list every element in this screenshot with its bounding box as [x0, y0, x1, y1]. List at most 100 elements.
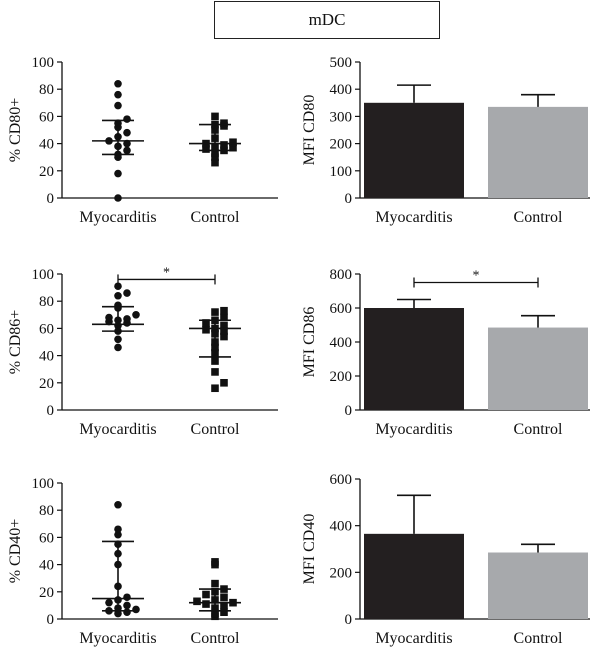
y-tick-label: 60	[39, 321, 54, 337]
chart-cd86-pct: 0 20 40 60 80 100 % CD86+ Myocarditis Control *	[7, 265, 278, 438]
data-point	[220, 593, 228, 602]
y-tick-label: 20	[39, 376, 54, 392]
data-point	[220, 379, 228, 387]
y-tick-label: 400	[330, 335, 353, 351]
y-axis-label: % CD86+	[7, 310, 24, 375]
data-point	[114, 500, 122, 509]
data-point	[211, 149, 219, 157]
data-point	[114, 169, 122, 178]
y-tick-label: 20	[39, 164, 54, 180]
data-point	[211, 357, 219, 365]
y-tick-label: 80	[39, 503, 54, 519]
y-tick-label: 0	[47, 612, 55, 628]
y-tick-label: 0	[345, 612, 353, 628]
y-tick-label: 400	[330, 519, 353, 535]
y-tick-label: 500	[330, 55, 353, 71]
data-point	[123, 593, 131, 602]
data-point	[123, 115, 131, 123]
bar	[488, 552, 588, 619]
y-tick-label: 100	[32, 267, 55, 283]
data-point	[220, 119, 228, 127]
data-point	[114, 525, 122, 534]
y-axis-label: MFI CD40	[301, 514, 318, 585]
y-tick-label: 0	[345, 403, 353, 419]
x-tick-label: Myocarditis	[375, 630, 452, 647]
y-tick-label: 800	[330, 267, 353, 283]
data-point	[202, 600, 210, 608]
data-point	[105, 313, 113, 322]
x-tick-label: Myocarditis	[375, 209, 452, 226]
data-point	[132, 605, 140, 614]
y-tick-label: 0	[47, 191, 55, 207]
y-tick-label: 60	[39, 530, 54, 546]
y-tick-label: 40	[39, 137, 54, 153]
x-tick-label: Control	[514, 630, 563, 647]
title-box: mDC	[214, 1, 440, 39]
data-point	[202, 145, 210, 153]
data-point	[114, 335, 122, 344]
data-point	[114, 194, 122, 202]
chart-cd80-pct: 0 20 40 60 80 100 % CD80+ Myocarditis Control	[7, 55, 278, 226]
chart-cd86-mfi: 0 200 400 600 800 MFI CD86 Myocarditis Control *	[301, 267, 590, 438]
y-tick-label: 80	[39, 82, 54, 98]
data-point	[114, 609, 122, 618]
y-tick-label: 0	[47, 403, 55, 419]
data-point	[220, 306, 228, 315]
y-tick-label: 200	[330, 565, 353, 581]
data-point	[123, 289, 131, 297]
y-tick-label: 400	[330, 82, 353, 98]
y-tick-label: 100	[330, 164, 353, 180]
x-tick-label: Control	[191, 630, 240, 647]
chart-cd40-mfi: 0 200 400 600 MFI CD40 Myocarditis Control	[301, 472, 590, 647]
data-point	[123, 128, 131, 137]
x-tick-label: Control	[514, 421, 563, 438]
data-point	[220, 327, 228, 335]
x-tick-label: Myocarditis	[79, 421, 156, 438]
data-point	[220, 141, 228, 149]
data-point	[114, 530, 122, 539]
significance-label: *	[163, 265, 170, 280]
y-tick-label: 200	[330, 369, 353, 385]
bar	[364, 102, 464, 198]
figure-title: mDC	[308, 10, 346, 29]
data-point	[114, 101, 122, 110]
x-tick-label: Control	[514, 209, 563, 226]
data-point	[229, 143, 237, 152]
data-point	[229, 138, 237, 147]
y-tick-label: 60	[39, 109, 54, 125]
y-tick-label: 0	[345, 191, 353, 207]
data-point	[202, 325, 210, 334]
y-tick-label: 600	[330, 301, 353, 317]
chart-cd40-pct: 0 20 40 60 80 100 % CD40+ Myocarditis Control	[7, 476, 278, 647]
data-point	[193, 597, 201, 606]
data-point	[220, 601, 228, 610]
bar	[364, 308, 464, 410]
data-point	[123, 608, 131, 616]
data-point	[211, 579, 219, 588]
bar	[488, 327, 588, 410]
y-tick-label: 80	[39, 294, 54, 310]
data-point	[105, 598, 113, 607]
data-point	[211, 153, 219, 161]
bar	[488, 106, 588, 198]
data-point	[211, 558, 219, 566]
y-axis-label: MFI CD80	[301, 95, 318, 166]
x-tick-label: Control	[191, 209, 240, 226]
data-point	[211, 368, 219, 376]
x-tick-label: Myocarditis	[79, 630, 156, 647]
data-point	[211, 609, 219, 618]
data-point	[202, 319, 210, 327]
chart-cd80-mfi: 0 100 200 300 400 500 MFI CD80 Myocarditis Contr…	[301, 55, 590, 226]
data-point	[123, 315, 131, 323]
data-point	[114, 343, 122, 352]
data-point	[123, 146, 131, 155]
y-axis-label: % CD40+	[7, 519, 24, 584]
data-point	[220, 313, 228, 322]
x-tick-label: Myocarditis	[79, 209, 156, 226]
data-point	[114, 90, 122, 99]
data-point	[211, 308, 219, 316]
y-tick-label: 40	[39, 558, 54, 574]
y-tick-label: 100	[32, 476, 55, 492]
y-tick-label: 300	[330, 109, 353, 125]
